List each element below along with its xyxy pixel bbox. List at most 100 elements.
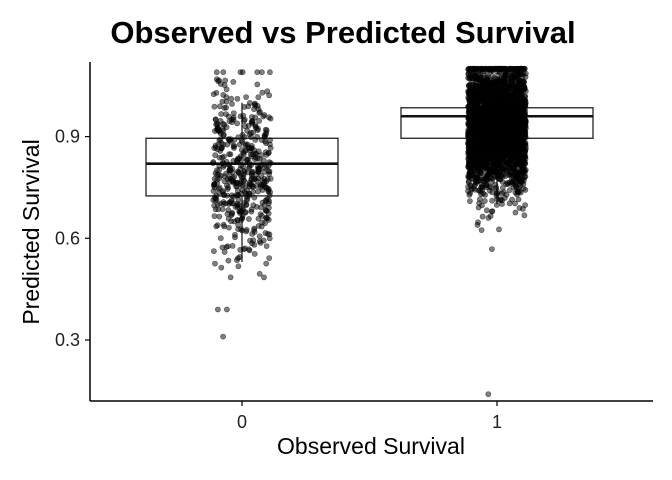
data-point-1 bbox=[510, 184, 517, 191]
data-point-0 bbox=[214, 120, 220, 127]
data-point-0 bbox=[267, 144, 274, 151]
data-point-0 bbox=[225, 257, 232, 264]
data-point-0 bbox=[220, 69, 227, 76]
data-point-0 bbox=[260, 157, 267, 164]
data-point-1 bbox=[504, 98, 511, 105]
data-point-0 bbox=[258, 152, 265, 158]
data-point-1 bbox=[513, 89, 520, 96]
data-point-1 bbox=[512, 119, 519, 126]
data-point-1 bbox=[500, 87, 507, 94]
data-point-1 bbox=[466, 134, 473, 140]
data-point-1 bbox=[496, 226, 502, 233]
y-ticks: 0.3 0.6 0.9 bbox=[55, 127, 90, 350]
data-point-0 bbox=[245, 216, 252, 222]
data-point-1 bbox=[467, 183, 474, 189]
data-point-0 bbox=[217, 235, 224, 242]
data-point-1 bbox=[473, 179, 480, 185]
data-point-0 bbox=[251, 250, 258, 257]
data-point-1 bbox=[475, 219, 481, 226]
data-point-1 bbox=[483, 207, 490, 214]
data-point-1 bbox=[483, 90, 490, 97]
data-point-0 bbox=[241, 104, 248, 110]
data-point-0 bbox=[251, 176, 258, 183]
data-point-0 bbox=[256, 233, 263, 240]
data-point-1 bbox=[477, 118, 484, 125]
data-point-0 bbox=[218, 140, 225, 147]
data-point-0 bbox=[211, 103, 218, 110]
data-point-0 bbox=[266, 168, 273, 175]
data-point-1 bbox=[476, 92, 482, 98]
data-point-0 bbox=[262, 197, 269, 204]
data-point-0 bbox=[246, 159, 252, 166]
data-point-1 bbox=[514, 73, 521, 80]
data-point-1 bbox=[507, 78, 514, 85]
data-point-1 bbox=[497, 155, 504, 162]
data-point-0 bbox=[265, 210, 272, 217]
data-point-1 bbox=[512, 209, 519, 216]
data-point-1 bbox=[479, 110, 486, 117]
data-point-0 bbox=[246, 131, 253, 138]
data-point-0 bbox=[213, 89, 220, 96]
data-point-0 bbox=[229, 174, 236, 181]
data-point-0 bbox=[230, 200, 237, 207]
data-point-1 bbox=[522, 125, 529, 132]
data-point-1 bbox=[497, 65, 503, 72]
data-point-0 bbox=[240, 246, 247, 253]
data-point-1 bbox=[472, 82, 479, 89]
data-point-0 bbox=[226, 166, 233, 173]
data-point-1 bbox=[488, 129, 495, 136]
data-point-1 bbox=[465, 140, 471, 147]
data-point-1 bbox=[522, 186, 529, 193]
data-point-1 bbox=[480, 85, 487, 91]
data-point-1 bbox=[484, 140, 491, 147]
data-point-1 bbox=[490, 168, 497, 175]
data-point-1 bbox=[489, 73, 496, 79]
x-tick-label: 0 bbox=[237, 412, 247, 432]
data-point-1 bbox=[515, 65, 522, 72]
data-point-1 bbox=[514, 82, 521, 88]
data-point-1 bbox=[473, 88, 479, 95]
data-point-0 bbox=[212, 260, 218, 267]
data-point-0 bbox=[222, 200, 229, 207]
data-point-0 bbox=[229, 101, 235, 107]
data-point-0 bbox=[220, 92, 227, 98]
data-point-0 bbox=[266, 114, 272, 121]
y-tick-label: 0.9 bbox=[55, 127, 80, 147]
data-point-0 bbox=[223, 170, 229, 177]
data-point-1 bbox=[489, 92, 496, 98]
data-point-1 bbox=[471, 155, 478, 162]
data-point-0 bbox=[251, 225, 258, 232]
data-point-1 bbox=[522, 173, 529, 180]
data-point-1 bbox=[498, 172, 505, 179]
data-point-1 bbox=[473, 100, 480, 107]
data-point-1 bbox=[478, 227, 485, 233]
y-tick-label: 0.6 bbox=[55, 228, 80, 248]
data-point-1 bbox=[521, 86, 528, 92]
data-point-1 bbox=[512, 169, 518, 176]
data-point-0 bbox=[217, 200, 223, 207]
data-point-0 bbox=[220, 333, 226, 340]
data-point-0 bbox=[224, 192, 230, 199]
data-point-0 bbox=[213, 69, 220, 76]
data-point-1 bbox=[503, 65, 510, 72]
data-point-0 bbox=[256, 118, 262, 124]
data-point-0 bbox=[236, 210, 243, 216]
data-point-0 bbox=[259, 187, 266, 193]
data-point-0 bbox=[252, 102, 259, 109]
data-point-0 bbox=[223, 86, 230, 93]
data-point-0 bbox=[216, 162, 223, 169]
data-point-0 bbox=[210, 188, 217, 194]
data-point-0 bbox=[235, 222, 241, 228]
data-point-0 bbox=[215, 206, 222, 213]
data-point-0 bbox=[242, 148, 248, 154]
data-point-0 bbox=[253, 125, 259, 131]
y-axis-title: Predicted Survival bbox=[18, 139, 44, 324]
data-point-0 bbox=[266, 69, 273, 76]
data-point-1 bbox=[519, 104, 526, 111]
data-point-1 bbox=[481, 198, 488, 204]
data-point-0 bbox=[246, 164, 252, 171]
data-point-0 bbox=[214, 127, 220, 133]
data-point-0 bbox=[243, 226, 250, 233]
data-point-0 bbox=[234, 168, 241, 175]
